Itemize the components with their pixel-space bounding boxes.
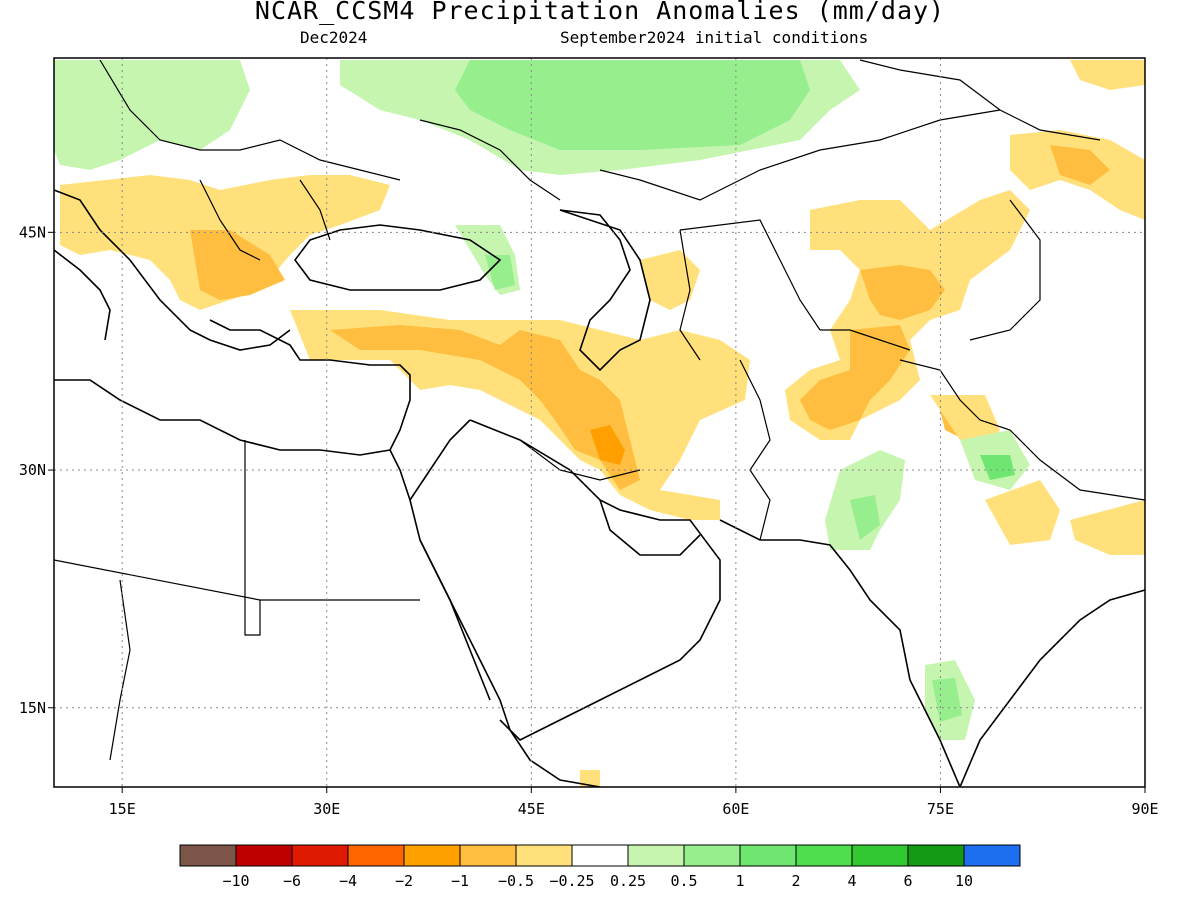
mongolia-dry [1070, 60, 1145, 90]
legend-swatch [571, 844, 629, 867]
legend-swatch [459, 844, 517, 867]
legend-swatch [907, 844, 965, 867]
nepal-wet-core [980, 455, 1015, 480]
legend-swatch [963, 844, 1021, 867]
legend-label: 4 [847, 872, 856, 890]
india-wet-core [932, 678, 962, 722]
coastlines [54, 189, 1145, 787]
afghanistan-anomaly [800, 325, 910, 430]
legend-swatch [179, 844, 237, 867]
legend-label: 0.25 [610, 872, 646, 890]
legend-swatch [795, 844, 853, 867]
legend-label: 1 [735, 872, 744, 890]
legend-swatch [683, 844, 741, 867]
x-tick-label: 45E [518, 800, 545, 818]
legend-label: 10 [955, 872, 973, 890]
map-frame [53, 57, 1146, 788]
legend-swatch [515, 844, 573, 867]
indus-wet-core [850, 495, 880, 540]
russia-wet-anomaly-core [455, 60, 810, 150]
x-tick-label: 90E [1131, 800, 1158, 818]
graticule [54, 58, 1145, 787]
legend-swatch [627, 844, 685, 867]
x-tick-label: 75E [927, 800, 954, 818]
initial-conditions: September2024 initial conditions [560, 28, 869, 47]
map-title: NCAR_CCSM4 Precipitation Anomalies (mm/d… [254, 0, 946, 25]
legend-label: 0.5 [670, 872, 697, 890]
legend-swatch [739, 844, 797, 867]
legend-swatch [235, 844, 293, 867]
axis-ticks: 15E 30E 45E 60E 75E 90E 15N 30N 45N [19, 223, 1159, 818]
myanmar-dry [1070, 500, 1145, 555]
tajik-anomaly [860, 265, 945, 320]
legend-label: 6 [903, 872, 912, 890]
y-tick-label: 30N [19, 461, 46, 479]
x-tick-label: 60E [722, 800, 749, 818]
x-tick-label: 30E [313, 800, 340, 818]
legend-label: −6 [283, 872, 301, 890]
legend-swatch [291, 844, 349, 867]
legend-label: 2 [791, 872, 800, 890]
legend-label: −2 [395, 872, 413, 890]
turkey-dry-core [330, 325, 640, 490]
hungary-dry-core [190, 230, 285, 300]
legend-label: −1 [451, 872, 469, 890]
tarim-dry-core [1050, 145, 1110, 185]
valid-month: Dec2024 [300, 28, 368, 47]
legend-label: −0.5 [498, 872, 534, 890]
bengal-dry [985, 480, 1060, 545]
somalia-dry [580, 770, 600, 787]
europe-wet-anomaly [54, 60, 250, 170]
legend-label: −0.25 [549, 872, 594, 890]
legend-swatch [851, 844, 909, 867]
legend-label: −10 [222, 872, 249, 890]
y-tick-label: 15N [19, 699, 46, 717]
iraq-iran-anomaly [590, 425, 625, 465]
x-tick-label: 15E [109, 800, 136, 818]
legend-swatch [347, 844, 405, 867]
caspian-dry [640, 250, 700, 310]
legend-label: −4 [339, 872, 357, 890]
caucasus-wet-core [485, 255, 515, 290]
country-borders [54, 59, 1145, 761]
y-tick-label: 45N [19, 223, 46, 241]
legend-swatch [403, 844, 461, 867]
